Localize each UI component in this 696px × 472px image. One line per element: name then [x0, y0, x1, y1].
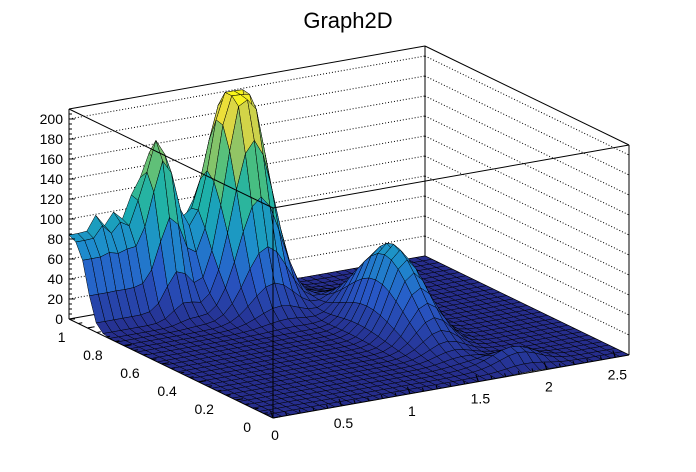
y-tick-label: 0.4 — [157, 383, 177, 399]
y-minor-tick — [235, 398, 240, 401]
axes: 02040608010012014016018020000.20.40.60.8… — [40, 109, 628, 443]
z-tick-label: 160 — [40, 151, 64, 167]
z-tick-label: 20 — [47, 291, 63, 307]
z-tick-label: 120 — [40, 191, 64, 207]
y-minor-tick — [170, 367, 176, 369]
z-tick-label: 100 — [40, 211, 64, 227]
y-minor-tick — [133, 349, 138, 351]
x-minor-tick — [312, 407, 315, 411]
y-minor-tick — [254, 407, 259, 410]
surface-mesh — [68, 89, 630, 419]
z-gridline — [424, 155, 630, 256]
z-tick-label: 80 — [47, 231, 63, 247]
x-minor-tick — [298, 409, 301, 414]
x-minor-tick — [599, 356, 603, 361]
box-edge — [68, 108, 274, 209]
y-minor-tick — [152, 358, 157, 360]
x-minor-tick — [490, 375, 493, 380]
y-minor-tick — [189, 376, 194, 378]
y-tick-label: 0.2 — [194, 401, 214, 417]
y-tick-label: 0.8 — [83, 347, 103, 363]
x-minor-tick — [285, 411, 288, 416]
z-tick-label: 200 — [40, 111, 64, 127]
y-minor-tick — [263, 412, 268, 414]
y-minor-tick — [78, 322, 83, 324]
z-tick-label: 140 — [40, 171, 64, 187]
z-gridline — [424, 115, 630, 216]
y-minor-tick — [87, 326, 92, 329]
y-tick-label: 1 — [58, 329, 66, 345]
y-minor-tick — [226, 394, 231, 396]
z-tick-label: 40 — [47, 271, 63, 287]
x-tick-label: 0 — [271, 427, 279, 443]
z-tick-label: 60 — [47, 251, 63, 267]
y-tick — [272, 416, 281, 419]
x-minor-tick — [367, 397, 370, 402]
z-gridline — [424, 75, 630, 176]
x-minor-tick — [408, 390, 411, 394]
y-minor-tick — [217, 389, 222, 392]
x-minor-tick — [353, 399, 356, 404]
z-gridline — [424, 95, 630, 196]
x-minor-tick — [449, 382, 452, 387]
y-tick-label: 0.6 — [120, 365, 140, 381]
box-edge — [272, 144, 630, 209]
x-minor-tick — [545, 365, 548, 370]
x-minor-tick — [339, 402, 342, 407]
y-minor-tick — [106, 335, 111, 338]
y-minor-tick — [198, 380, 203, 383]
y-minor-tick — [96, 331, 101, 333]
y-minor-tick — [161, 362, 166, 365]
x-minor-tick — [421, 387, 425, 392]
box-edge — [68, 45, 426, 110]
x-tick — [270, 410, 274, 419]
z-tick-label: 0 — [55, 311, 63, 327]
z-tick-label: 180 — [40, 131, 64, 147]
x-tick-label: 2 — [545, 379, 553, 395]
x-tick-label: 1 — [408, 403, 416, 419]
x-minor-tick — [586, 358, 589, 363]
chart-title: Graph2D — [303, 8, 392, 33]
x-minor-tick — [517, 370, 520, 375]
y-minor-tick — [245, 403, 250, 405]
y-tick-label: 0 — [243, 419, 251, 435]
x-minor-tick — [380, 394, 384, 399]
y-minor-tick — [143, 353, 148, 356]
box-edge — [424, 45, 630, 146]
y-minor-tick — [124, 344, 129, 347]
y-minor-tick — [115, 340, 120, 342]
x-minor-tick — [326, 404, 329, 409]
x-tick-label: 0.5 — [334, 415, 354, 431]
x-minor-tick — [435, 385, 438, 390]
z-gridline — [68, 55, 426, 120]
x-tick-label: 1.5 — [471, 391, 491, 407]
y-minor-tick — [180, 371, 185, 374]
y-minor-tick — [208, 385, 213, 387]
x-minor-tick — [504, 373, 507, 377]
x-minor-tick — [476, 377, 479, 382]
z-gridline — [424, 175, 630, 276]
z-gridline — [424, 55, 630, 156]
x-minor-tick — [531, 368, 534, 373]
x-minor-tick — [463, 380, 466, 385]
x-minor-tick — [613, 353, 616, 358]
x-tick-label: 2.5 — [608, 366, 628, 382]
x-minor-tick — [558, 363, 562, 368]
x-minor-tick — [572, 361, 575, 365]
x-minor-tick — [394, 392, 397, 397]
